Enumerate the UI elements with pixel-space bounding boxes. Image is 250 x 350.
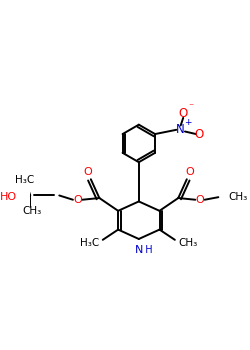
Text: O: O — [83, 167, 92, 177]
Text: O: O — [195, 127, 204, 141]
Text: O: O — [178, 107, 188, 120]
Text: H₃C: H₃C — [80, 238, 99, 248]
Text: CH₃: CH₃ — [22, 206, 42, 216]
Text: N: N — [176, 123, 185, 136]
Text: O: O — [195, 195, 204, 205]
Text: N: N — [135, 245, 143, 255]
Text: HO: HO — [0, 192, 16, 202]
Text: H: H — [139, 245, 152, 255]
Text: ⁻: ⁻ — [188, 103, 194, 113]
Text: CH₃: CH₃ — [228, 192, 248, 202]
Text: O: O — [74, 195, 82, 205]
Text: H₃C: H₃C — [15, 175, 34, 185]
Text: +: + — [184, 118, 191, 127]
Text: O: O — [186, 167, 194, 177]
Text: CH₃: CH₃ — [178, 238, 198, 248]
